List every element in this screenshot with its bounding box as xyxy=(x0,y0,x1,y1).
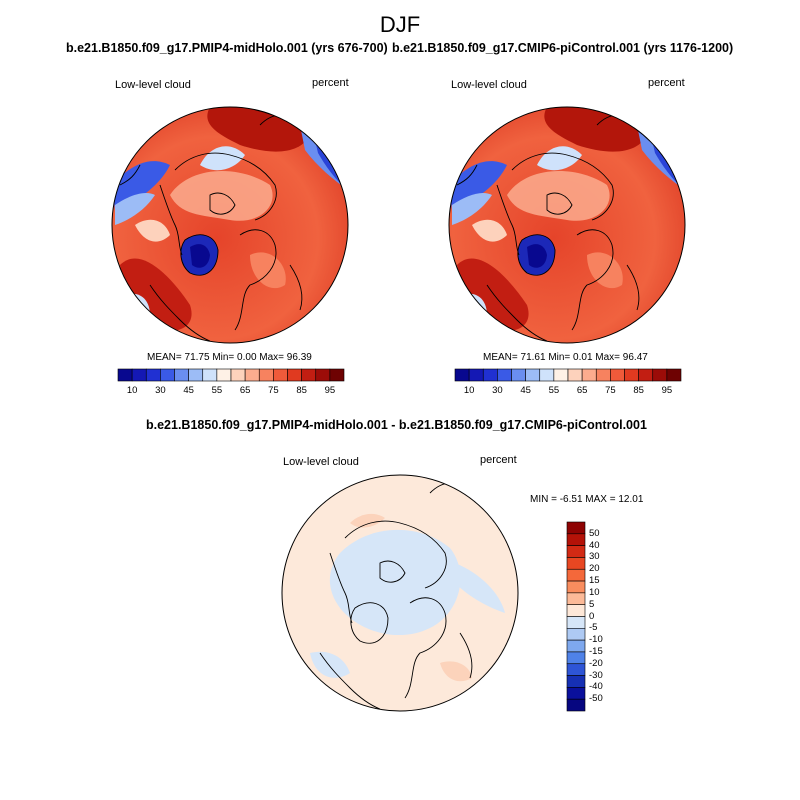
colorbar-tick-label: -5 xyxy=(589,622,598,634)
colorbar-swatch xyxy=(244,368,260,382)
colorbar-panel1 xyxy=(117,368,345,382)
panel2-stats: MEAN= 71.61 Min= 0.01 Max= 96.47 xyxy=(483,352,648,363)
colorbar-swatch xyxy=(454,368,470,382)
colorbar-swatch xyxy=(566,557,586,570)
colorbar-swatch xyxy=(216,368,232,382)
colorbar-swatch xyxy=(566,604,586,617)
colorbar-tick-label: 45 xyxy=(520,385,531,396)
panel2-variable-label: Low-level cloud xyxy=(451,79,527,91)
colorbar-tick-label: -15 xyxy=(589,645,603,657)
colorbar-swatch xyxy=(160,368,175,382)
colorbar-swatch xyxy=(497,368,512,382)
colorbar-swatch xyxy=(638,368,654,382)
colorbar-swatch xyxy=(566,663,586,676)
colorbar-tick-label: 45 xyxy=(183,385,194,396)
colorbar-tick-label: 30 xyxy=(155,385,166,396)
colorbar-tick-label: 50 xyxy=(589,527,600,539)
panel1-case-title: b.e21.B1850.f09_g17.PMIP4-midHolo.001 (y… xyxy=(66,41,388,55)
colorbar-tick-label: 75 xyxy=(605,385,616,396)
colorbar-swatch xyxy=(652,368,668,382)
colorbar-tick-label: 55 xyxy=(548,385,560,396)
colorbar-tick-label: 0 xyxy=(589,610,595,622)
colorbar-swatch xyxy=(117,368,133,382)
colorbar-swatch xyxy=(145,368,161,382)
colorbar-tick-label: -30 xyxy=(589,669,603,681)
colorbar-swatch xyxy=(566,545,586,558)
colorbar-tick-label: 55 xyxy=(211,385,223,396)
colorbar-tick-label: 10 xyxy=(126,385,138,396)
colorbar-swatch xyxy=(468,368,484,382)
panel1-variable-label: Low-level cloud xyxy=(115,79,191,91)
colorbar-tick-label: 65 xyxy=(239,385,251,396)
colorbar-swatch xyxy=(230,368,246,382)
colorbar-tick-label: 20 xyxy=(589,563,600,575)
colorbar-tick-label: 85 xyxy=(296,385,307,396)
colorbar-swatch xyxy=(273,368,288,382)
colorbar-swatch xyxy=(188,368,204,382)
colorbar-swatch xyxy=(539,368,555,382)
colorbar-swatch xyxy=(287,368,302,382)
colorbar-swatch xyxy=(566,568,586,582)
colorbar-tick-label: 85 xyxy=(633,385,644,396)
colorbar-tick-label: -40 xyxy=(589,681,603,693)
colorbar-swatch xyxy=(315,368,331,382)
colorbar-swatch xyxy=(567,368,583,382)
colorbar-tick-label: 95 xyxy=(324,385,336,396)
colorbar-swatch xyxy=(624,368,639,382)
map-panel1-midholo xyxy=(111,106,349,344)
panel1-stats: MEAN= 71.75 Min= 0.00 Max= 96.39 xyxy=(147,352,312,363)
diff-stats: MIN = -6.51 MAX = 12.01 xyxy=(530,494,644,505)
colorbar-swatch xyxy=(329,368,345,382)
colorbar-tick-label: 75 xyxy=(268,385,279,396)
colorbar-swatch xyxy=(525,368,541,382)
colorbar-swatch xyxy=(566,687,586,700)
colorbar-swatch xyxy=(566,698,586,712)
colorbar-swatch xyxy=(566,675,586,688)
colorbar-swatch xyxy=(566,639,586,653)
panel2-units-label: percent xyxy=(648,77,685,89)
map-diff-panel xyxy=(281,474,519,712)
colorbar-tick-label: -20 xyxy=(589,657,603,669)
colorbar-tick-label: 30 xyxy=(589,551,600,563)
colorbar-swatch xyxy=(581,368,597,382)
colorbar-tick-label: 95 xyxy=(661,385,673,396)
diff-case-title: b.e21.B1850.f09_g17.PMIP4-midHolo.001 - … xyxy=(146,418,647,432)
panel2-case-title: b.e21.B1850.f09_g17.CMIP6-piControl.001 … xyxy=(392,41,734,55)
colorbar-swatch xyxy=(566,533,586,546)
colorbar-tick-label: 40 xyxy=(589,539,600,551)
colorbar-panel2 xyxy=(454,368,682,382)
colorbar-swatch xyxy=(610,368,625,382)
colorbar-swatch xyxy=(566,580,586,594)
colorbar-tick-label: 5 xyxy=(589,598,595,610)
panel1-units-label: percent xyxy=(312,77,349,89)
colorbar-tick-label: -10 xyxy=(589,634,603,646)
colorbar-swatch xyxy=(566,616,586,629)
colorbar-swatch xyxy=(666,368,682,382)
colorbar-swatch xyxy=(301,368,317,382)
figure-title: DJF xyxy=(379,12,421,37)
colorbar-tick-label: 15 xyxy=(589,575,600,587)
colorbar-swatch xyxy=(566,651,586,665)
diff-units-label: percent xyxy=(480,454,517,466)
colorbar-diff xyxy=(566,521,586,712)
colorbar-swatch xyxy=(202,368,218,382)
colorbar-tick-label: 65 xyxy=(576,385,588,396)
colorbar-swatch xyxy=(566,521,586,535)
colorbar-swatch xyxy=(131,368,147,382)
colorbar-tick-label: 10 xyxy=(463,385,475,396)
colorbar-swatch xyxy=(174,368,189,382)
colorbar-tick-label: -50 xyxy=(589,693,603,705)
colorbar-swatch xyxy=(258,368,274,382)
colorbar-tick-label: 10 xyxy=(589,586,600,598)
colorbar-swatch xyxy=(566,628,586,641)
colorbar-swatch xyxy=(566,592,586,605)
colorbar-swatch xyxy=(511,368,526,382)
colorbar-swatch xyxy=(595,368,611,382)
colorbar-tick-label: 30 xyxy=(492,385,503,396)
colorbar-swatch xyxy=(482,368,498,382)
map-panel2-picontrol xyxy=(448,106,686,344)
diff-variable-label: Low-level cloud xyxy=(283,456,359,468)
colorbar-swatch xyxy=(553,368,569,382)
